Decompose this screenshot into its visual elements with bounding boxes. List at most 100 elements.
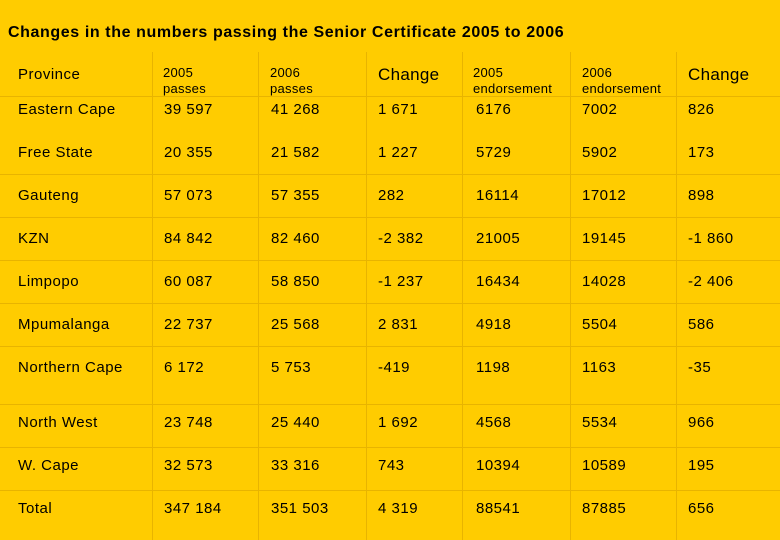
passes-2005: 6 172: [164, 359, 205, 376]
passes-2006: 351 503: [271, 500, 329, 517]
passes-2006: 21 582: [271, 144, 320, 161]
table-divider: [0, 346, 780, 347]
endorsement-2006: 87885: [582, 500, 627, 517]
passes-2006: 33 316: [271, 457, 320, 474]
passes-2005: 23 748: [164, 414, 213, 431]
province-name: Mpumalanga: [18, 316, 110, 333]
endorsement-2005: 88541: [476, 500, 521, 517]
passes-2005: 32 573: [164, 457, 213, 474]
passes-2005: 22 737: [164, 316, 213, 333]
province-name: Free State: [18, 144, 94, 161]
passes-2005: 347 184: [164, 500, 222, 517]
header-province: Province: [18, 66, 81, 83]
passes-2006: 58 850: [271, 273, 320, 290]
endorsement-change: -2 406: [688, 273, 734, 290]
passes-change: 4 319: [378, 500, 419, 517]
endorsement-change: 898: [688, 187, 715, 204]
passes-change: 1 227: [378, 144, 419, 161]
passes-change: -1 237: [378, 273, 424, 290]
endorsement-2006: 19145: [582, 230, 627, 247]
endorsement-2005: 1198: [476, 359, 511, 376]
passes-2006: 57 355: [271, 187, 320, 204]
header-2005-endorsement-year: 2005: [473, 65, 504, 80]
header-endorsement-change: Change: [688, 65, 750, 84]
passes-change: 743: [378, 457, 405, 474]
endorsement-2006: 5534: [582, 414, 618, 431]
province-name: Eastern Cape: [18, 101, 116, 118]
header-2006-endorsement-label: endorsement: [582, 81, 662, 96]
table-divider: [0, 490, 780, 491]
table-divider: [0, 303, 780, 304]
province-name: Northern Cape: [18, 359, 123, 376]
passes-2005: 84 842: [164, 230, 213, 247]
endorsement-2005: 16114: [476, 187, 520, 204]
page-title: Changes in the numbers passing the Senio…: [8, 24, 565, 41]
passes-2005: 57 073: [164, 187, 213, 204]
endorsement-2006: 10589: [582, 457, 627, 474]
header-change: Change: [378, 65, 440, 84]
header-2005-endorsement: 2005 endorsement: [473, 65, 555, 97]
passes-change: -2 382: [378, 230, 424, 247]
passes-2006: 25 440: [271, 414, 320, 431]
province-name: KZN: [18, 230, 50, 247]
table-divider: [0, 217, 780, 218]
province-name: Total: [18, 500, 53, 517]
table-divider: [366, 52, 367, 540]
endorsement-change: 173: [688, 144, 715, 161]
header-2005-passes: 2005 passes: [163, 65, 206, 97]
passes-change: 1 692: [378, 414, 419, 431]
header-2005-passes-year: 2005: [163, 65, 194, 80]
header-2006-passes: 2006 passes: [270, 65, 313, 97]
province-name: Gauteng: [18, 187, 80, 204]
endorsement-change: 826: [688, 101, 715, 118]
passes-change: 1 671: [378, 101, 419, 118]
endorsement-2005: 21005: [476, 230, 521, 247]
passes-2006: 5 753: [271, 359, 312, 376]
endorsement-2005: 5729: [476, 144, 512, 161]
table-divider: [570, 52, 571, 540]
endorsement-change: 966: [688, 414, 715, 431]
table-divider: [0, 96, 780, 97]
endorsement-2005: 6176: [476, 101, 512, 118]
endorsement-2006: 17012: [582, 187, 627, 204]
passes-change: 282: [378, 187, 405, 204]
passes-2006: 41 268: [271, 101, 320, 118]
passes-2005: 39 597: [164, 101, 213, 118]
endorsement-2006: 5902: [582, 144, 618, 161]
table-divider: [0, 404, 780, 405]
table-divider: [676, 52, 677, 540]
header-2006-endorsement: 2006 endorsement: [582, 65, 664, 97]
table-divider: [0, 174, 780, 175]
endorsement-2006: 14028: [582, 273, 627, 290]
passes-2006: 82 460: [271, 230, 320, 247]
endorsement-2005: 10394: [476, 457, 521, 474]
passes-2005: 60 087: [164, 273, 213, 290]
table-divider: [462, 52, 463, 540]
results-table: Province 2005 passes 2006 passes Change …: [0, 52, 780, 540]
header-2005-passes-label: passes: [163, 81, 206, 96]
table-divider: [258, 52, 259, 540]
endorsement-2005: 4568: [476, 414, 512, 431]
passes-2006: 25 568: [271, 316, 320, 333]
endorsement-change: 586: [688, 316, 715, 333]
table-divider: [152, 52, 153, 540]
endorsement-2005: 4918: [476, 316, 512, 333]
province-name: Limpopo: [18, 273, 80, 290]
province-name: North West: [18, 414, 98, 431]
header-2006-passes-label: passes: [270, 81, 313, 96]
province-name: W. Cape: [18, 457, 80, 474]
endorsement-change: 195: [688, 457, 715, 474]
header-2006-endorsement-year: 2006: [582, 65, 613, 80]
table-divider: [0, 260, 780, 261]
passes-change: -419: [378, 359, 411, 376]
endorsement-2006: 7002: [582, 101, 618, 118]
table-divider: [0, 447, 780, 448]
endorsement-2006: 1163: [582, 359, 617, 376]
endorsement-change: -35: [688, 359, 712, 376]
endorsement-2006: 5504: [582, 316, 618, 333]
endorsement-change: -1 860: [688, 230, 734, 247]
header-2005-endorsement-label: endorsement: [473, 81, 553, 96]
endorsement-change: 656: [688, 500, 715, 517]
header-2006-passes-year: 2006: [270, 65, 301, 80]
passes-2005: 20 355: [164, 144, 213, 161]
